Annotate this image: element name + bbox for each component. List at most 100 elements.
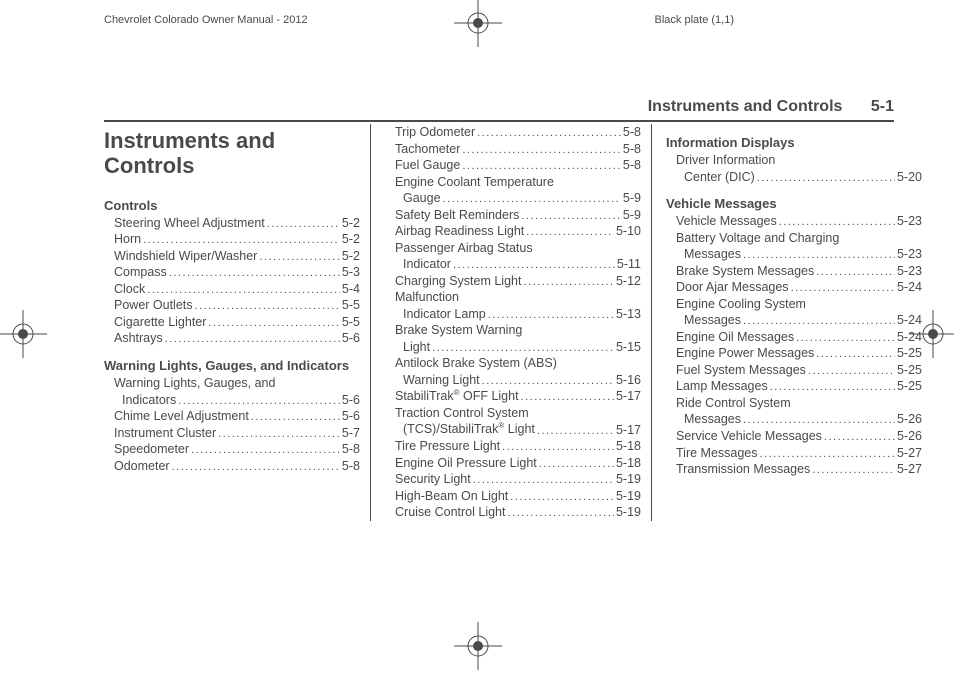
toc-label: Horn: [114, 231, 141, 248]
toc-entry: Indicator5-11: [385, 256, 641, 273]
toc-entry-wrap: Antilock Brake System (ABS): [385, 355, 641, 372]
toc-leader-dots: [526, 225, 614, 240]
toc-leader-dots: [143, 233, 340, 248]
toc-entry: Ashtrays5-6: [104, 330, 360, 347]
toc-entry: Windshield Wiper/Washer5-2: [104, 248, 360, 265]
registration-mark-left: [0, 310, 47, 358]
toc-page-ref: 5-2: [342, 215, 360, 232]
toc-label: Steering Wheel Adjustment: [114, 215, 265, 232]
toc-label: Messages: [684, 246, 741, 263]
column-2: Trip Odometer5-8Tachometer5-8Fuel Gauge5…: [370, 124, 641, 521]
toc-entry: Messages5-24: [666, 312, 922, 329]
manual-title: Chevrolet Colorado Owner Manual - 2012: [104, 14, 308, 26]
toc-leader-dots: [259, 250, 340, 265]
toc-label: Indicators: [122, 392, 176, 409]
toc-leader-dots: [757, 171, 895, 186]
toc-label: Cigarette Lighter: [114, 314, 206, 331]
toc-leader-dots: [812, 463, 895, 478]
toc-entry: Engine Oil Messages5-24: [666, 329, 922, 346]
toc-label: Cruise Control Light: [395, 504, 505, 521]
toc-page-ref: 5-6: [342, 392, 360, 409]
content-columns: Instruments and Controls ControlsSteerin…: [104, 124, 894, 521]
toc-page-ref: 5-8: [623, 141, 641, 158]
toc-page-ref: 5-7: [342, 425, 360, 442]
column-3: Information DisplaysDriver InformationCe…: [651, 124, 922, 521]
toc-label: Brake System Messages: [676, 263, 814, 280]
toc-page-ref: 5-11: [617, 256, 641, 273]
toc-label: Ashtrays: [114, 330, 163, 347]
toc-label: High-Beam On Light: [395, 488, 508, 505]
toc-page-ref: 5-19: [616, 471, 641, 488]
toc-page-ref: 5-26: [897, 411, 922, 428]
toc-label: (TCS)/StabiliTrak® Light: [403, 421, 535, 438]
toc-leader-dots: [191, 443, 340, 458]
toc-label: Fuel Gauge: [395, 157, 460, 174]
toc-leader-dots: [462, 143, 621, 158]
toc-entry: Brake System Messages5-23: [666, 263, 922, 280]
toc-page-ref: 5-25: [897, 378, 922, 395]
toc-page-ref: 5-4: [342, 281, 360, 298]
toc-page-ref: 5-12: [616, 273, 641, 290]
toc-entry: Tire Messages5-27: [666, 445, 922, 462]
toc-entry-wrap: Brake System Warning: [385, 322, 641, 339]
toc-leader-dots: [147, 283, 340, 298]
toc-leader-dots: [791, 281, 895, 296]
toc-leader-dots: [482, 374, 614, 389]
toc-page-ref: 5-2: [342, 231, 360, 248]
toc-page-ref: 5-24: [897, 279, 922, 296]
toc-leader-dots: [760, 447, 895, 462]
toc-entry-wrap: Engine Coolant Temperature: [385, 174, 641, 191]
toc-leader-dots: [195, 299, 340, 314]
toc-leader-dots: [743, 314, 895, 329]
toc-leader-dots: [521, 209, 621, 224]
toc-leader-dots: [169, 266, 340, 281]
toc-entry: Center (DIC)5-20: [666, 169, 922, 186]
toc-label: Center (DIC): [684, 169, 755, 186]
plate-info: Black plate (1,1): [655, 14, 894, 26]
toc-entry: Steering Wheel Adjustment 5-2: [104, 215, 360, 232]
toc-entry: Charging System Light5-12: [385, 273, 641, 290]
toc-leader-dots: [743, 248, 895, 263]
toc-leader-dots: [443, 192, 621, 207]
chapter-title: Instruments and Controls: [104, 128, 360, 179]
toc-page-ref: 5-9: [623, 190, 641, 207]
toc-entry: Power Outlets5-5: [104, 297, 360, 314]
toc-leader-dots: [172, 460, 340, 475]
toc-entry: Safety Belt Reminders5-9: [385, 207, 641, 224]
toc-leader-dots: [523, 275, 614, 290]
toc-leader-dots: [473, 473, 614, 488]
toc-entry-wrap: Traction Control System: [385, 405, 641, 422]
toc-entry-wrap: Driver Information: [666, 152, 922, 169]
toc-leader-dots: [251, 410, 340, 425]
toc-leader-dots: [502, 440, 614, 455]
toc-page-ref: 5-27: [897, 445, 922, 462]
toc-entry: Messages 5-23: [666, 246, 922, 263]
toc-page-ref: 5-23: [897, 246, 922, 263]
toc-label: Odometer: [114, 458, 170, 475]
toc-page-ref: 5-25: [897, 362, 922, 379]
toc-section-head: Vehicle Messages: [666, 195, 922, 212]
toc-leader-dots: [521, 390, 614, 405]
toc-entry: Transmission Messages5-27: [666, 461, 922, 478]
toc-page-ref: 5-6: [342, 408, 360, 425]
toc-page-ref: 5-5: [342, 297, 360, 314]
toc-page-ref: 5-19: [616, 504, 641, 521]
toc-page-ref: 5-18: [616, 438, 641, 455]
toc-page-ref: 5-10: [616, 223, 641, 240]
toc-label: Door Ajar Messages: [676, 279, 789, 296]
toc-label: Fuel System Messages: [676, 362, 806, 379]
toc-label: Transmission Messages: [676, 461, 810, 478]
toc-page-ref: 5-8: [342, 458, 360, 475]
toc-section-head: Controls: [104, 197, 360, 214]
toc-page-ref: 5-24: [897, 312, 922, 329]
toc-entry: Instrument Cluster5-7: [104, 425, 360, 442]
toc-label: Tachometer: [395, 141, 460, 158]
toc-label: Messages: [684, 411, 741, 428]
toc-page-ref: 5-13: [616, 306, 641, 323]
toc-label: Service Vehicle Messages: [676, 428, 822, 445]
toc-entry: Engine Oil Pressure Light5-18: [385, 455, 641, 472]
toc-page-ref: 5-18: [616, 455, 641, 472]
toc-leader-dots: [462, 159, 621, 174]
toc-entry-wrap: Malfunction: [385, 289, 641, 306]
toc-entry: StabiliTrak® OFF Light5-17: [385, 388, 641, 405]
